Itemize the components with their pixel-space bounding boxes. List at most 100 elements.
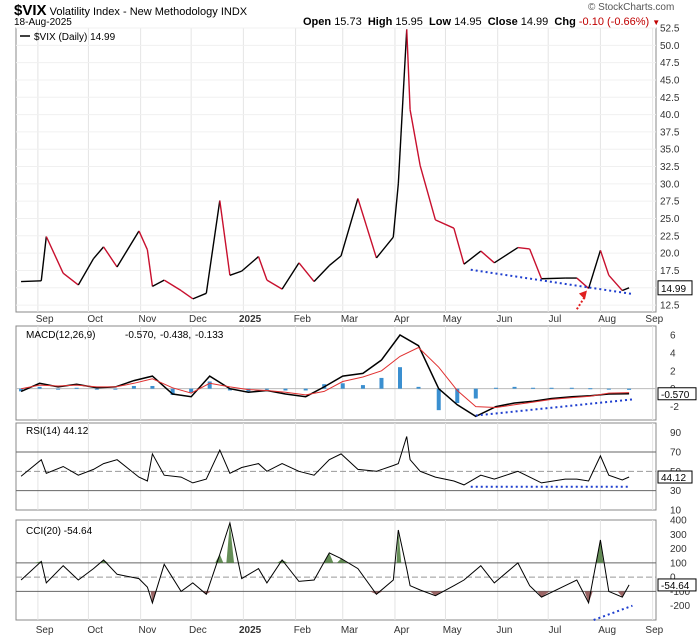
macd-histogram-bar bbox=[436, 388, 441, 411]
price-y-tick: 17.5 bbox=[660, 266, 680, 277]
watermark: © StockCharts.com bbox=[588, 2, 675, 13]
rsi-y-tick: 30 bbox=[670, 486, 682, 497]
x-axis-label-bottom: Mar bbox=[341, 625, 359, 636]
cci-y-tick: -100 bbox=[670, 587, 690, 598]
macd-histogram-bar bbox=[303, 388, 308, 391]
cci-y-tick: 0 bbox=[670, 573, 676, 584]
price-line-segment bbox=[357, 198, 378, 259]
price-line-segment bbox=[102, 246, 118, 268]
price-line-segment bbox=[406, 29, 411, 110]
price-line-segment bbox=[529, 248, 543, 280]
price-line-segment bbox=[576, 277, 590, 289]
cci-overbought-fill bbox=[323, 552, 334, 563]
price-line-segment bbox=[229, 270, 242, 276]
price-line-segment bbox=[409, 109, 421, 166]
price-y-tick: 22.5 bbox=[660, 231, 680, 242]
x-axis-label-top: Aug bbox=[598, 314, 616, 325]
rsi-last-value: 44.12 bbox=[661, 473, 686, 484]
down-triangle-icon: ▼ bbox=[652, 18, 661, 27]
macd-histogram-bar bbox=[512, 386, 517, 389]
price-line-segment bbox=[397, 29, 408, 184]
price-line-segment bbox=[392, 183, 400, 238]
x-axis-label-bottom: Sep bbox=[36, 625, 54, 636]
price-line-segment bbox=[453, 227, 465, 265]
price-line-segment bbox=[340, 198, 359, 257]
price-line-segment bbox=[493, 246, 519, 264]
macd-y-tick: 2 bbox=[670, 366, 676, 377]
macd-histogram-bar bbox=[455, 388, 460, 403]
price-y-tick: 20.0 bbox=[660, 249, 680, 260]
cci-trendline bbox=[593, 604, 633, 621]
low-value: 14.95 bbox=[454, 16, 482, 28]
price-y-tick: 37.5 bbox=[660, 127, 680, 138]
price-line-segment bbox=[192, 292, 207, 300]
cci-y-tick: -200 bbox=[670, 601, 690, 612]
x-axis-label-bottom: Jul bbox=[549, 625, 562, 636]
ohlc-summary: Open 15.73 High 15.95 Low 14.95 Close 14… bbox=[303, 16, 660, 28]
x-axis-label-bottom: Sep bbox=[645, 625, 663, 636]
high-value: 15.95 bbox=[395, 16, 423, 28]
cci-overbought-fill bbox=[276, 560, 288, 563]
panel-frame-3 bbox=[15, 422, 657, 511]
macd-histogram-bar bbox=[131, 385, 136, 389]
price-line-segment bbox=[281, 262, 300, 290]
price-line-segment bbox=[517, 246, 530, 250]
price-line-segment bbox=[45, 236, 64, 274]
price-line-segment bbox=[116, 230, 140, 268]
chart-header: $VIX Volatility Index - New Methodology … bbox=[14, 2, 247, 19]
macd-legend-hist: -0.133 bbox=[195, 330, 224, 341]
panel-frame-2 bbox=[15, 325, 657, 421]
chart-date: 18-Aug-2025 bbox=[14, 17, 72, 28]
x-axis-label-bottom: 2025 bbox=[239, 625, 262, 636]
cci-line bbox=[20, 520, 630, 605]
macd-histogram-bar bbox=[264, 388, 269, 390]
macd-legend-signal: -0.438, bbox=[160, 330, 191, 341]
macd-histogram-bar bbox=[150, 385, 155, 389]
x-axis-label-top: May bbox=[443, 314, 462, 325]
price-y-tick: 52.5 bbox=[660, 24, 680, 35]
price-line-segment bbox=[40, 236, 48, 281]
cci-y-tick: 100 bbox=[670, 558, 687, 569]
price-line-segment bbox=[463, 250, 482, 265]
red-arrowhead-icon bbox=[578, 290, 587, 300]
macd-histogram-bar bbox=[56, 388, 61, 390]
macd-histogram-bar bbox=[170, 388, 175, 395]
open-label: Open bbox=[303, 16, 332, 28]
price-legend: $VIX (Daily) 14.99 bbox=[34, 32, 116, 43]
x-axis-label-top: Jul bbox=[549, 314, 562, 325]
macd-histogram-bar bbox=[94, 388, 99, 390]
macd-histogram-bar bbox=[74, 387, 79, 389]
rsi-y-tick: 70 bbox=[670, 448, 682, 459]
price-line-segment bbox=[257, 256, 268, 281]
panel-frame-1 bbox=[15, 27, 657, 313]
close-label: Close bbox=[487, 16, 518, 28]
x-axis-label-top: Jun bbox=[496, 314, 512, 325]
macd-legend-prefix: MACD(12,26,9) bbox=[26, 330, 95, 341]
cci-overbought-fill bbox=[396, 530, 402, 563]
macd-histogram-bar bbox=[113, 388, 118, 390]
symbol: $VIX bbox=[14, 2, 47, 19]
macd-histogram-bar bbox=[360, 385, 365, 389]
x-axis-label-top: Feb bbox=[294, 314, 312, 325]
price-line-segment bbox=[146, 249, 154, 287]
price-line-segment bbox=[163, 279, 182, 292]
x-axis-label-bottom: Dec bbox=[189, 625, 207, 636]
macd-histogram-bar bbox=[549, 387, 554, 389]
macd-histogram-bar bbox=[569, 387, 574, 389]
high-label: High bbox=[367, 16, 393, 28]
close-value: 14.99 bbox=[520, 16, 549, 28]
cci-legend: CCI(20) -54.64 bbox=[26, 526, 93, 537]
macd-histogram-bar bbox=[473, 388, 478, 399]
rsi-last-value-box bbox=[657, 470, 693, 484]
macd-histogram-bar bbox=[227, 388, 232, 391]
cci-y-tick: 300 bbox=[670, 530, 687, 541]
instrument-name: Volatility Index - New Methodology bbox=[49, 6, 218, 18]
macd-histogram-bar bbox=[606, 388, 611, 390]
macd-histogram-bar bbox=[416, 386, 421, 389]
cci-last-value: -54.64 bbox=[661, 581, 690, 592]
macd-y-tick: -2 bbox=[670, 402, 679, 413]
price-line-segment bbox=[152, 279, 165, 287]
x-axis-label-bottom: Feb bbox=[294, 625, 312, 636]
macd-histogram-bar bbox=[189, 388, 194, 393]
macd-histogram-bar bbox=[207, 381, 212, 389]
